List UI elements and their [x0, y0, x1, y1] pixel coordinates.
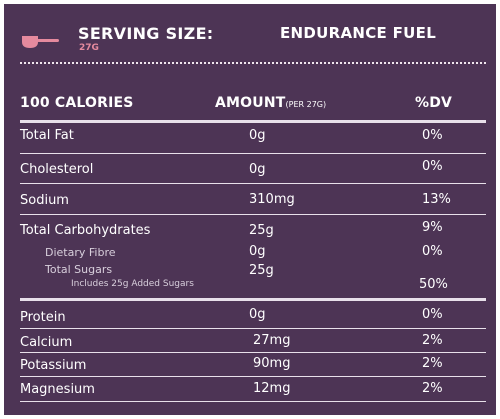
nutrient-sub-name: Total Sugars [45, 263, 113, 276]
product-name: ENDURANCE FUEL [280, 24, 437, 42]
nutrition-panel: SERVING SIZE: 27G ENDURANCE FUEL 100 CAL… [4, 4, 496, 415]
row-divider [20, 214, 486, 215]
nutrient-dv: 0% [422, 128, 443, 143]
dotted-divider [20, 62, 486, 64]
nutrient-name: Total Carbohydrates [20, 223, 151, 238]
nutrient-amount: 0g [249, 307, 266, 322]
amount-header-label: AMOUNT [215, 95, 286, 111]
nutrient-dv: 0% [422, 307, 443, 322]
nutrient-amount: 25g [249, 223, 274, 238]
nutrient-dv: 2% [422, 381, 443, 396]
nutrient-dv: 50% [419, 277, 448, 292]
nutrient-dv: 2% [422, 333, 443, 348]
row-divider [20, 352, 486, 353]
nutrient-dv: 13% [422, 192, 451, 207]
section-divider [20, 298, 486, 301]
nutrient-dv: 0% [422, 244, 443, 259]
nutrient-name: Sodium [20, 193, 69, 208]
nutrient-sub-name: Dietary Fibre [45, 246, 116, 259]
nutrient-name: Magnesium [20, 382, 95, 397]
amount-header-note: (PER 27G) [285, 100, 327, 109]
nutrient-amount: 310mg [249, 192, 295, 207]
nutrient-name: Potassium [20, 358, 87, 373]
amount-header: AMOUNT(PER 27G) [215, 95, 326, 111]
nutrient-amount: 12mg [253, 381, 291, 396]
nutrient-name: Cholesterol [20, 162, 94, 177]
nutrient-amount: 90mg [253, 356, 291, 371]
header-divider [20, 120, 486, 123]
nutrient-amount: 27mg [253, 333, 291, 348]
nutrient-amount: 0g [249, 162, 266, 177]
calories-header: 100 CALORIES [20, 95, 134, 111]
row-divider [20, 183, 486, 184]
nutrient-subsub-name: Includes 25g Added Sugars [71, 279, 194, 289]
row-divider [20, 328, 486, 329]
nutrient-amount: 25g [249, 263, 274, 278]
dv-header: %DV [415, 95, 453, 111]
nutrient-dv: 0% [422, 159, 443, 174]
nutrient-dv: 9% [422, 220, 443, 235]
serving-size-value: 27G [79, 43, 99, 53]
nutrient-amount: 0g [249, 128, 266, 143]
scoop-icon [22, 36, 59, 48]
nutrient-dv: 2% [422, 356, 443, 371]
row-divider [20, 376, 486, 377]
nutrient-name: Protein [20, 310, 66, 325]
nutrient-name: Total Fat [20, 128, 74, 143]
row-divider [20, 401, 486, 402]
serving-size-label: SERVING SIZE: [78, 24, 214, 43]
row-divider [20, 153, 486, 154]
nutrient-amount: 0g [249, 244, 266, 259]
nutrient-name: Calcium [20, 335, 73, 350]
